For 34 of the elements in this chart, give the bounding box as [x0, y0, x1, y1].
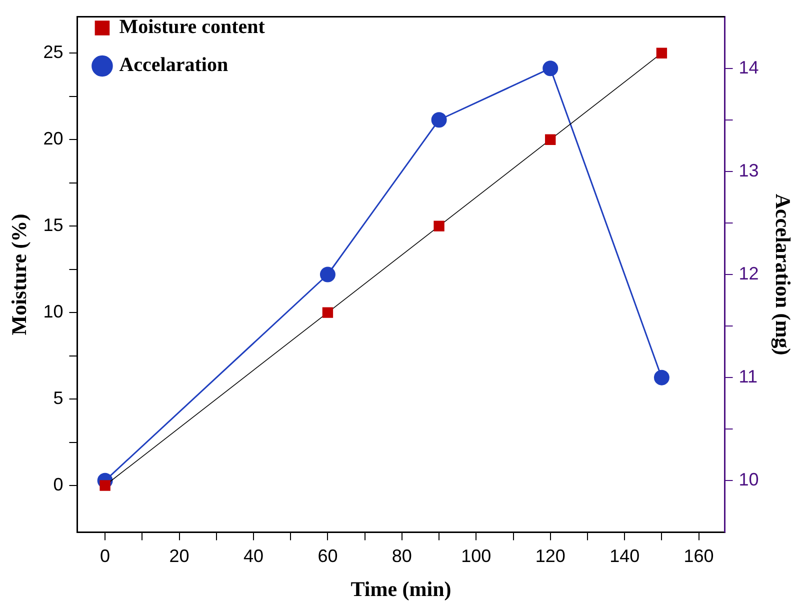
x-tick-label: 0 — [100, 546, 110, 566]
x-tick-label: 80 — [392, 546, 412, 566]
y-tick-label: 15 — [43, 215, 64, 236]
x-tick-label: 20 — [169, 546, 190, 566]
y2-tick-label: 11 — [738, 366, 758, 387]
y-tick-label: 25 — [43, 42, 64, 62]
x-tick-label: 100 — [461, 546, 492, 566]
y-tick-label: 0 — [53, 474, 64, 494]
point — [431, 112, 447, 128]
point — [542, 60, 558, 76]
y-tick-label: 20 — [43, 128, 64, 149]
x-tick-label: 140 — [610, 546, 640, 566]
y-tick-label: 10 — [43, 302, 64, 322]
point — [545, 134, 556, 145]
point — [434, 220, 444, 232]
x-tick-label: 60 — [318, 546, 338, 566]
x-axis-title: Time (min) — [350, 576, 452, 601]
y2-tick-label: 14 — [738, 57, 759, 78]
y-axis-title: Moisture (%) — [7, 214, 32, 336]
point — [320, 266, 336, 282]
y2-tick-label: 12 — [738, 263, 759, 284]
point — [100, 480, 110, 491]
x-tick-label: 40 — [243, 546, 264, 566]
legend-label: Accelaration — [119, 54, 228, 76]
y2-tick-label: 10 — [738, 470, 759, 490]
y2-tick-label: 13 — [738, 160, 759, 180]
legend-label: Moisture content — [119, 16, 266, 38]
x-tick-label: 160 — [684, 546, 714, 566]
y-tick-label: 5 — [53, 388, 64, 408]
x-tick-label: 120 — [535, 546, 566, 566]
point — [322, 307, 334, 318]
y2-axis-title: Accelaration (mg) — [770, 194, 795, 356]
point — [656, 48, 668, 58]
point — [654, 370, 670, 386]
